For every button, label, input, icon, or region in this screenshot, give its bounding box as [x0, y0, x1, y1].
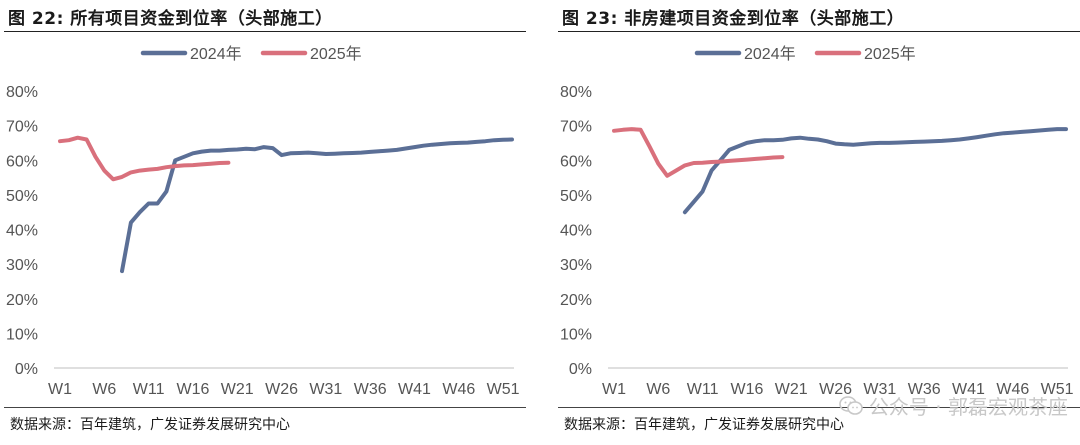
legend-item: 2024年	[140, 45, 242, 63]
x-tick-label: W46	[442, 381, 475, 398]
x-tick-label: W6	[646, 381, 670, 398]
x-tick-label: W51	[487, 381, 520, 398]
legend-item: 2025年	[814, 45, 916, 63]
y-tick-label: 10%	[560, 326, 592, 343]
title-divider	[4, 31, 526, 32]
x-tick-label: W6	[92, 381, 116, 398]
chart-title: 图 23: 非房建项目资金到位率（头部施工）	[562, 9, 905, 29]
y-tick-label: 30%	[6, 257, 38, 274]
legend-item: 2025年	[260, 45, 362, 63]
x-tick-label: W41	[952, 381, 985, 398]
wechat-icon	[839, 395, 863, 417]
y-tick-label: 60%	[560, 153, 592, 170]
y-tick-label: 50%	[560, 188, 592, 205]
y-tick-label: 80%	[6, 84, 38, 101]
x-tick-label: W46	[996, 381, 1029, 398]
source-note: 数据来源：百年建筑，广发证券发展研究中心	[564, 417, 844, 433]
y-tick-label: 20%	[560, 292, 592, 309]
line-chart-non-housing-projects: 2024年 2025年 0% 10% 20% 30% 40% 50% 60% 70% 80% W1 W6…	[560, 45, 1074, 398]
series-line-2025	[58, 135, 231, 182]
x-axis: W1 W6 W11 W16 W21 W26 W31 W36 W41 W46 W51	[48, 367, 520, 398]
source-divider	[4, 407, 526, 408]
legend: 2024年 2025年	[140, 45, 362, 63]
y-tick-label: 40%	[560, 223, 592, 240]
x-tick-label: W1	[48, 381, 72, 398]
series-line-2024	[682, 127, 1068, 215]
x-tick-label: W31	[309, 381, 342, 398]
chart-panel-left: 图 22: 所有项目资金到位率（头部施工） 2024年 2025年 0% 10% 20%…	[0, 0, 526, 445]
legend-label: 2024年	[190, 45, 242, 63]
legend-label: 2025年	[310, 45, 362, 63]
y-tick-label: 30%	[560, 257, 592, 274]
y-tick-label: 10%	[6, 326, 38, 343]
line-chart-all-projects: 2024年 2025年 0% 10% 20% 30% 40% 50% 60% 70% 80% W1 W6…	[6, 45, 520, 398]
y-tick-label: 60%	[6, 153, 38, 170]
title-divider	[558, 31, 1080, 32]
y-axis: 0% 10% 20% 30% 40% 50% 60% 70% 80%	[6, 84, 38, 378]
y-tick-label: 40%	[6, 223, 38, 240]
watermark: 公众号 · 郭磊宏观茶座	[839, 391, 1068, 420]
y-tick-label: 0%	[15, 361, 38, 378]
x-tick-label: W26	[819, 381, 852, 398]
y-tick-label: 0%	[569, 361, 592, 378]
series-line-2025	[612, 127, 785, 178]
source-divider	[558, 407, 1080, 408]
x-axis: W1 W6 W11 W16 W21 W26 W31 W36 W41 W46 W51	[602, 367, 1074, 398]
chart-panel-right: 图 23: 非房建项目资金到位率（头部施工） 2024年 2025年 0% 10% 20…	[554, 0, 1080, 445]
x-tick-label: W26	[265, 381, 298, 398]
x-tick-label: W11	[133, 381, 165, 398]
x-tick-label: W21	[775, 381, 808, 398]
legend: 2024年 2025年	[694, 45, 916, 63]
x-tick-label: W41	[398, 381, 431, 398]
watermark-text: 公众号 · 郭磊宏观茶座	[868, 395, 1068, 419]
x-tick-label: W51	[1041, 381, 1074, 398]
y-tick-label: 20%	[6, 292, 38, 309]
x-tick-label: W1	[602, 381, 626, 398]
x-tick-label: W16	[176, 381, 209, 398]
x-tick-label: W36	[354, 381, 387, 398]
y-tick-label: 70%	[560, 119, 592, 136]
legend-label: 2025年	[864, 45, 916, 63]
x-tick-label: W16	[730, 381, 763, 398]
x-tick-label: W11	[687, 381, 719, 398]
y-axis: 0% 10% 20% 30% 40% 50% 60% 70% 80%	[560, 84, 592, 378]
x-tick-label: W36	[908, 381, 941, 398]
series-line-2024	[120, 137, 514, 274]
legend-item: 2024年	[694, 45, 796, 63]
x-tick-label: W31	[863, 381, 896, 398]
legend-label: 2024年	[744, 45, 796, 63]
y-tick-label: 80%	[560, 84, 592, 101]
y-tick-label: 50%	[6, 188, 38, 205]
chart-title: 图 22: 所有项目资金到位率（头部施工）	[8, 9, 333, 29]
x-tick-label: W21	[221, 381, 254, 398]
source-note: 数据来源：百年建筑，广发证券发展研究中心	[10, 417, 290, 433]
y-tick-label: 70%	[6, 119, 38, 136]
